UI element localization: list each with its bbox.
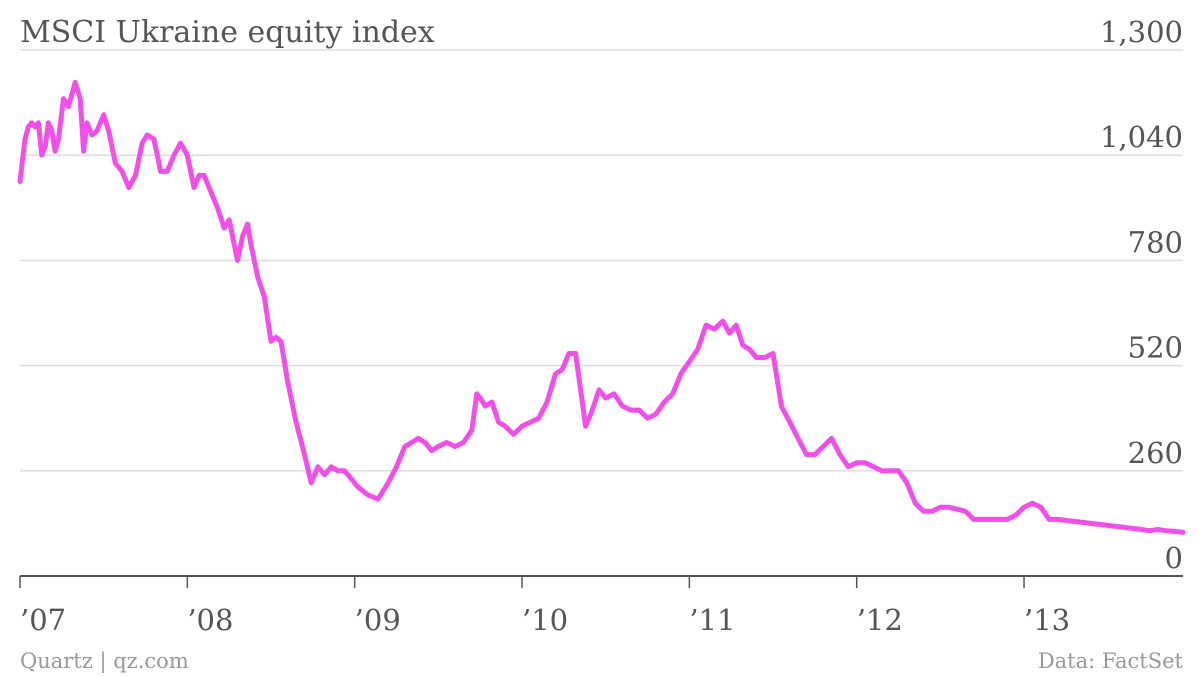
y-tick-label: 1,040 [1100, 120, 1183, 154]
gridlines [20, 49, 1183, 472]
y-tick-label: 520 [1128, 331, 1183, 365]
y-tick-label: 1,300 [1100, 15, 1183, 49]
x-tick-label: ’10 [522, 603, 568, 637]
y-tick-label: 260 [1128, 436, 1183, 470]
series-line [17, 79, 1186, 535]
x-tick-label: ’12 [857, 603, 903, 637]
x-tick-label: ’09 [355, 603, 401, 637]
y-tick-label: 780 [1128, 225, 1183, 259]
x-tick-label: ’13 [1024, 603, 1070, 637]
y-axis-ticks: 1,300 1,040 780 520 260 0 [1100, 15, 1183, 575]
y-tick-label: 0 [1165, 541, 1183, 575]
source-right: Data: FactSet [1038, 649, 1184, 673]
x-tick-label: ’08 [187, 603, 233, 637]
x-axis-ticks: ’07 ’08 ’09 ’10 ’11 ’12 ’13 [19, 576, 1070, 637]
x-tick-label: ’07 [20, 603, 66, 637]
x-tick-label: ’11 [689, 603, 735, 637]
source-left: Quartz | qz.com [20, 649, 189, 674]
series-group [17, 79, 1186, 535]
chart-title: MSCI Ukraine equity index [20, 15, 435, 50]
